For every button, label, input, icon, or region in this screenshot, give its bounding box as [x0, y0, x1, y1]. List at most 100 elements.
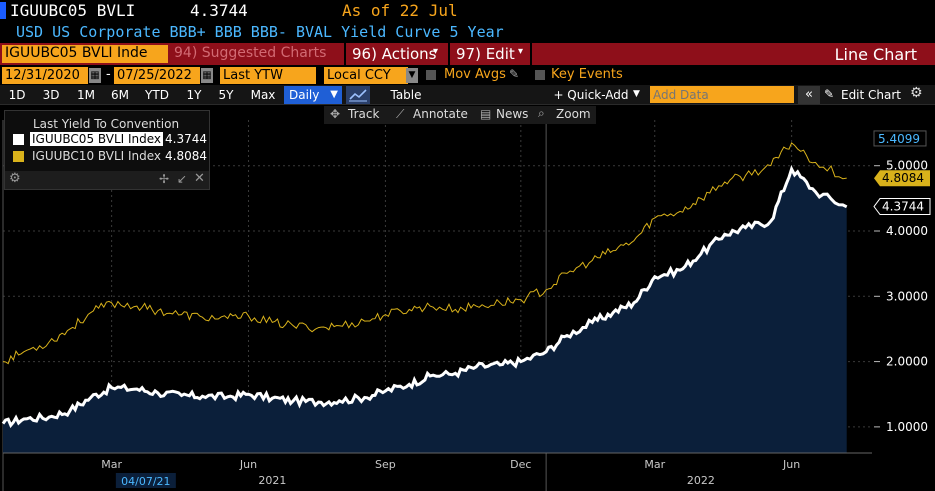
y-tick-label: 4.0000	[886, 224, 928, 238]
chevron-down-icon: ▼	[633, 89, 640, 99]
legend-series-value: 4.3744	[165, 132, 207, 146]
menu-divider	[344, 43, 346, 65]
minimize-icon[interactable]: ↙	[177, 172, 188, 186]
series-area-fill	[3, 169, 847, 453]
last-value-box-iguubc05	[873, 198, 931, 216]
x-tick-label: Mar	[101, 458, 122, 471]
calendar-icon[interactable]: ▦	[201, 68, 213, 83]
chevron-down-icon: ▾	[433, 46, 439, 57]
legend-title: Last Yield To Convention	[33, 117, 180, 131]
y-tick-label: 5.0000	[886, 159, 928, 173]
y-tick-label: 2.0000	[886, 355, 928, 369]
chart-toolbar: 1D 3D 1M 6M YTD 1Y 5Y Max Daily ▼ Table …	[0, 85, 935, 105]
start-date-input[interactable]: 12/31/2020	[2, 67, 88, 84]
calendar-icon[interactable]: ▦	[89, 68, 101, 83]
x-tick-label: Mar	[644, 458, 665, 471]
quick-add-button[interactable]: + Quick-Add	[553, 88, 629, 102]
max-value-label: 5.4099	[878, 132, 920, 146]
track-button[interactable]: Track	[348, 107, 380, 121]
legend-swatch-iguubc05	[13, 134, 24, 145]
line-chart-icon[interactable]	[346, 86, 370, 104]
y-axis: 1.0000 2.0000 3.0000 4.0000 5.0000	[874, 159, 928, 434]
security-description-row: USD US Corporate BBB+ BBB BBB- BVAL Yiel…	[0, 22, 935, 43]
ticker-label: IGUUBC05 BVLI	[10, 1, 136, 20]
legend-swatch-iguubc10	[13, 151, 24, 162]
mov-avgs-checkbox[interactable]	[426, 70, 436, 80]
menu-divider	[448, 43, 450, 65]
series-line-iguubc05	[1, 165, 848, 429]
mov-avgs-label: Mov Avgs	[444, 67, 506, 82]
close-icon[interactable]: ✕	[194, 171, 205, 186]
edit-menu[interactable]: 97) Edit	[456, 45, 515, 63]
range-max-button[interactable]: Max	[250, 88, 276, 102]
zoom-button[interactable]: Zoom	[556, 107, 591, 121]
cursor-date-box	[115, 473, 176, 488]
last-value-box-iguubc10	[874, 170, 930, 187]
menu-bar: IGUUBC05 BVLI Inde 94) Suggested Charts …	[0, 43, 935, 65]
legend-footer: ⚙ ✢ ↙ ✕	[5, 171, 209, 189]
line-chart[interactable]: 1.0000 2.0000 3.0000 4.0000 5.0000 Mar Jun Sep…	[0, 106, 935, 491]
x-year-label: 2022	[687, 474, 715, 487]
period-select[interactable]: Daily ▼	[284, 86, 342, 104]
date-controls: 12/31/2020 ▦ - 07/25/2022 ▦ Last YTW Loc…	[0, 66, 935, 85]
annotate-button[interactable]: Annotate	[413, 107, 468, 121]
y-tick-label: 3.0000	[886, 289, 928, 303]
crosshair-icon: ✥	[330, 107, 341, 121]
key-events-label: Key Events	[551, 67, 623, 82]
legend-series-name: IGUUBC10 BVLI Index	[32, 149, 162, 163]
x-tick-label: Sep	[375, 458, 396, 471]
collapse-icon[interactable]: «	[798, 86, 820, 104]
security-header: IGUUBC05 BVLI 4.3744 As of 22 Jul	[0, 0, 935, 22]
x-tick-label: Jun	[782, 458, 800, 471]
key-events-checkbox[interactable]	[535, 70, 545, 80]
range-1y-button[interactable]: 1Y	[186, 88, 202, 102]
pencil-icon[interactable]: ✎	[509, 67, 520, 81]
x-year-label: 2021	[258, 474, 286, 487]
x-tick-label: Dec	[510, 458, 531, 471]
zoom-icon: ⌕	[538, 106, 545, 120]
legend-series-name: IGUUBC05 BVLI Index	[30, 132, 164, 146]
cursor-date-label: 04/07/21	[121, 475, 170, 488]
range-1m-button[interactable]: 1M	[77, 88, 95, 102]
price-label: 4.3744	[190, 1, 248, 20]
menu-divider	[530, 43, 532, 65]
range-1d-button[interactable]: 1D	[8, 88, 26, 102]
gear-icon[interactable]: ⚙	[9, 171, 21, 186]
chevron-down-icon: ▼	[330, 89, 338, 100]
range-5y-button[interactable]: 5Y	[218, 88, 234, 102]
currency-select[interactable]: Local CCY	[324, 67, 408, 84]
range-ytd-button[interactable]: YTD	[145, 88, 169, 102]
max-value-box	[873, 130, 927, 147]
add-data-input[interactable]	[650, 86, 794, 103]
table-button[interactable]: Table	[390, 88, 422, 102]
pin-icon[interactable]: ✢	[159, 172, 170, 186]
view-title: Line Chart	[834, 45, 917, 64]
last-value-label-iguubc10: 4.8084	[882, 171, 924, 185]
chevron-down-icon[interactable]: ▼	[406, 68, 418, 83]
range-6m-button[interactable]: 6M	[111, 88, 129, 102]
as-of-label: As of 22 Jul	[342, 1, 458, 20]
edit-chart-button[interactable]: Edit Chart	[840, 88, 902, 102]
chart-legend[interactable]: Last Yield To Convention IGUUBC05 BVLI I…	[4, 110, 210, 190]
annotate-icon: ⟋	[396, 107, 405, 121]
news-button[interactable]: News	[496, 107, 529, 121]
field-select[interactable]: Last YTW	[220, 67, 316, 84]
suggested-charts-menu[interactable]: 94) Suggested Charts	[174, 45, 327, 61]
series-line-iguubc10	[2, 142, 847, 365]
pencil-icon: ✎	[824, 87, 835, 101]
range-3d-button[interactable]: 3D	[42, 88, 60, 102]
x-tick-label: Jun	[239, 458, 257, 471]
chevron-down-icon: ▾	[518, 46, 524, 57]
y-tick-label: 1.0000	[886, 420, 928, 434]
security-field[interactable]: IGUUBC05 BVLI Inde	[2, 45, 168, 63]
gear-icon[interactable]: ⚙	[910, 85, 923, 101]
period-label: Daily	[289, 88, 320, 102]
last-value-label-iguubc05: 4.3744	[882, 200, 924, 214]
end-date-input[interactable]: 07/25/2022	[114, 67, 200, 84]
news-icon: ▤	[480, 107, 492, 121]
actions-menu[interactable]: 96) Actions	[352, 45, 437, 63]
chart-tools-bar: ✥ Track ⟋ Annotate ▤ News ⌕ Zoom	[324, 106, 596, 124]
date-separator: -	[106, 67, 111, 82]
security-description: USD US Corporate BBB+ BBB BBB- BVAL Yiel…	[16, 23, 504, 41]
